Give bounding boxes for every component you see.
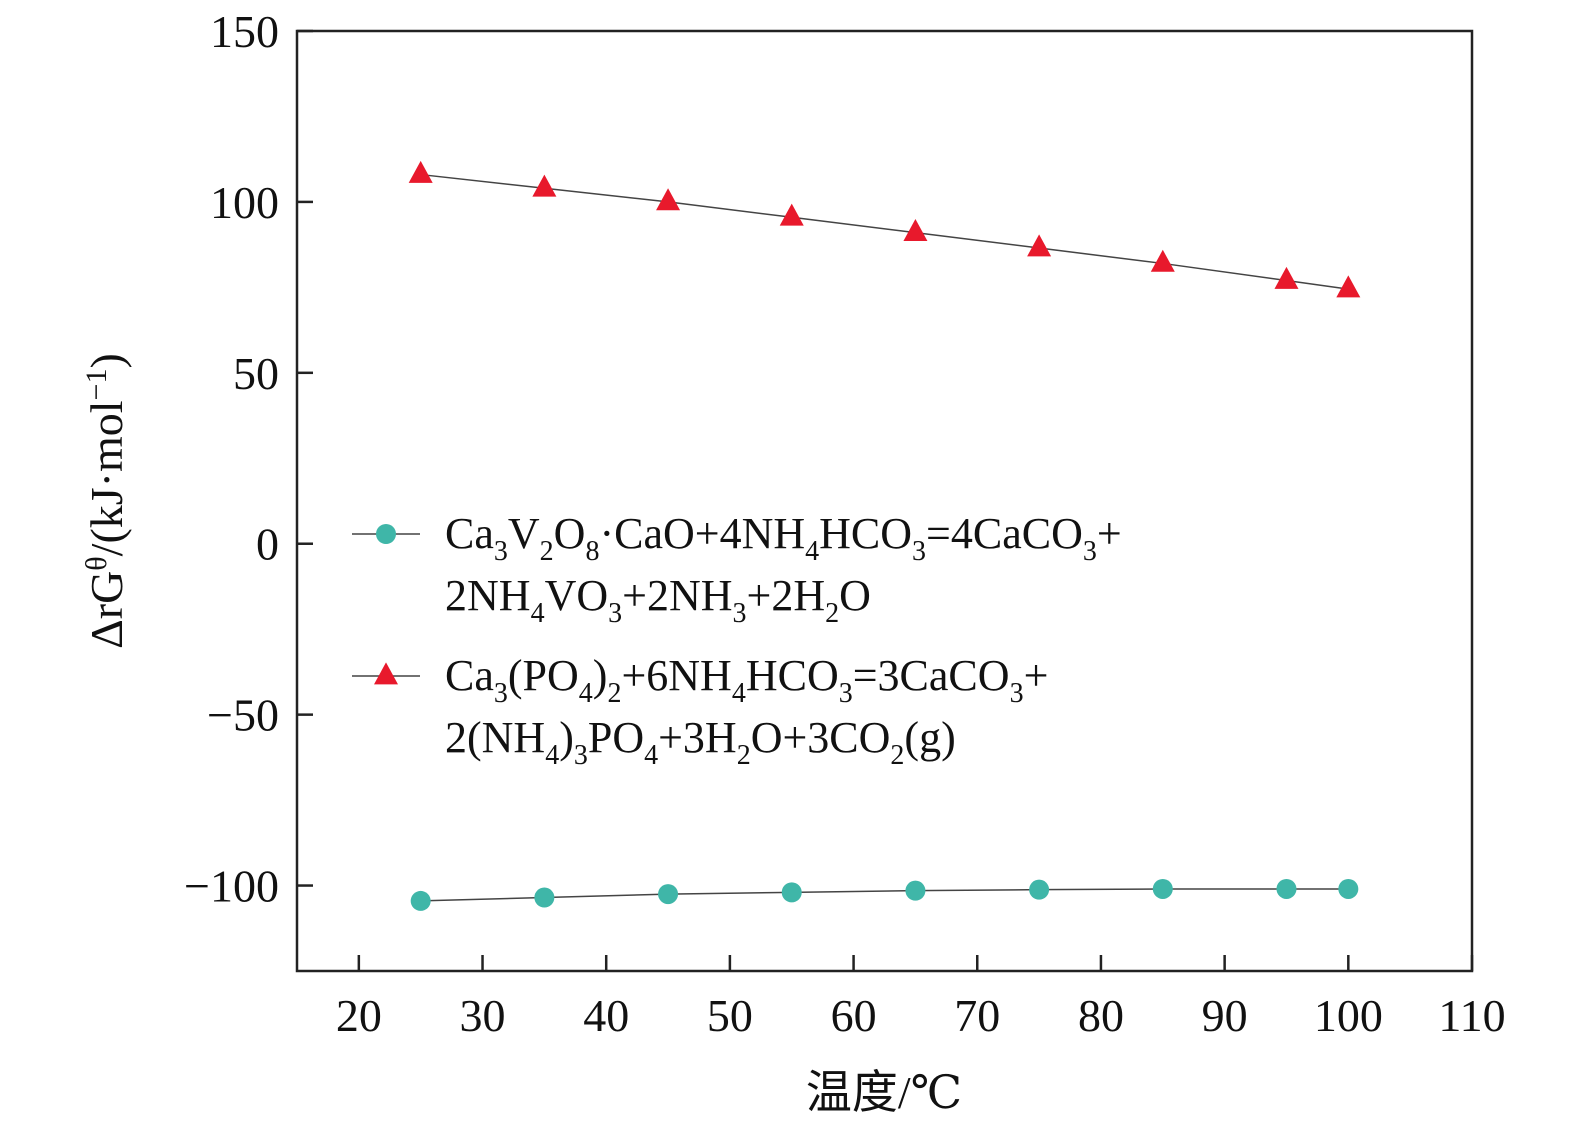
data-point [1338,878,1359,899]
x-tick-label: 70 [954,990,1000,1041]
x-tick-label: 20 [336,990,382,1041]
legend-label: Ca3(PO4)2+6NH4HCO3=3CaCO3+ [445,651,1048,709]
series-line [420,888,1349,902]
data-point [1152,878,1173,899]
data-point [1336,275,1361,298]
x-axis-title: 温度/℃ [806,1067,962,1118]
data-point [1029,879,1050,900]
data-point [1150,249,1175,272]
legend-label: 2NH4VO3+2NH3+2H2O [445,571,871,629]
x-tick-label: 80 [1078,990,1124,1041]
x-tick-label: 60 [831,990,877,1041]
series-layer [408,160,1361,911]
data-point [1274,266,1299,289]
x-tick-label: 30 [460,990,506,1041]
data-point [1276,878,1297,899]
y-tick-label: 50 [233,348,279,399]
data-point [374,662,398,685]
y-axis-title: ΔrGθ/(kJ·mol−1) [80,353,132,649]
data-point [534,887,555,908]
x-tick-label: 110 [1438,990,1505,1041]
plot-frame [295,29,1474,973]
data-point [1027,234,1052,257]
x-tick-label: 100 [1314,990,1383,1041]
data-point [781,882,802,903]
legend-entry: Ca3V2O8·CaO+4NH4HCO3=4CaCO3+2NH4VO3+2NH3… [352,509,1122,629]
data-point [905,880,926,901]
x-tick-label: 50 [707,990,753,1041]
x-tick-label: 90 [1202,990,1248,1041]
y-tick-label: −100 [184,861,279,912]
legend-entry: Ca3(PO4)2+6NH4HCO3=3CaCO3+2(NH4)3PO4+3H2… [352,651,1048,771]
y-tick-label: 150 [210,6,279,57]
legend-label: 2(NH4)3PO4+3H2O+3CO2(g) [445,713,956,771]
series-1 [410,878,1359,911]
y-tick-label: 0 [256,519,279,570]
data-point [410,890,431,911]
x-tick-label: 40 [583,990,629,1041]
data-point [408,160,433,183]
y-axis-ticks: −100 −50 0 50 100 150 [184,6,313,912]
x-axis-ticks: 20 30 40 50 60 70 80 90 100 110 [336,955,1506,1041]
y-tick-label: 100 [210,177,279,228]
series-2 [408,160,1361,298]
data-point [903,219,928,242]
y-tick-label: −50 [207,690,279,741]
legend: Ca3V2O8·CaO+4NH4HCO3=4CaCO3+2NH4VO3+2NH3… [352,509,1122,771]
data-point [376,524,396,544]
data-point [658,884,679,905]
legend-label: Ca3V2O8·CaO+4NH4HCO3=4CaCO3+ [445,509,1122,567]
data-point [656,188,681,211]
series-line [420,173,1349,290]
data-point [779,203,804,226]
data-point [532,174,557,197]
